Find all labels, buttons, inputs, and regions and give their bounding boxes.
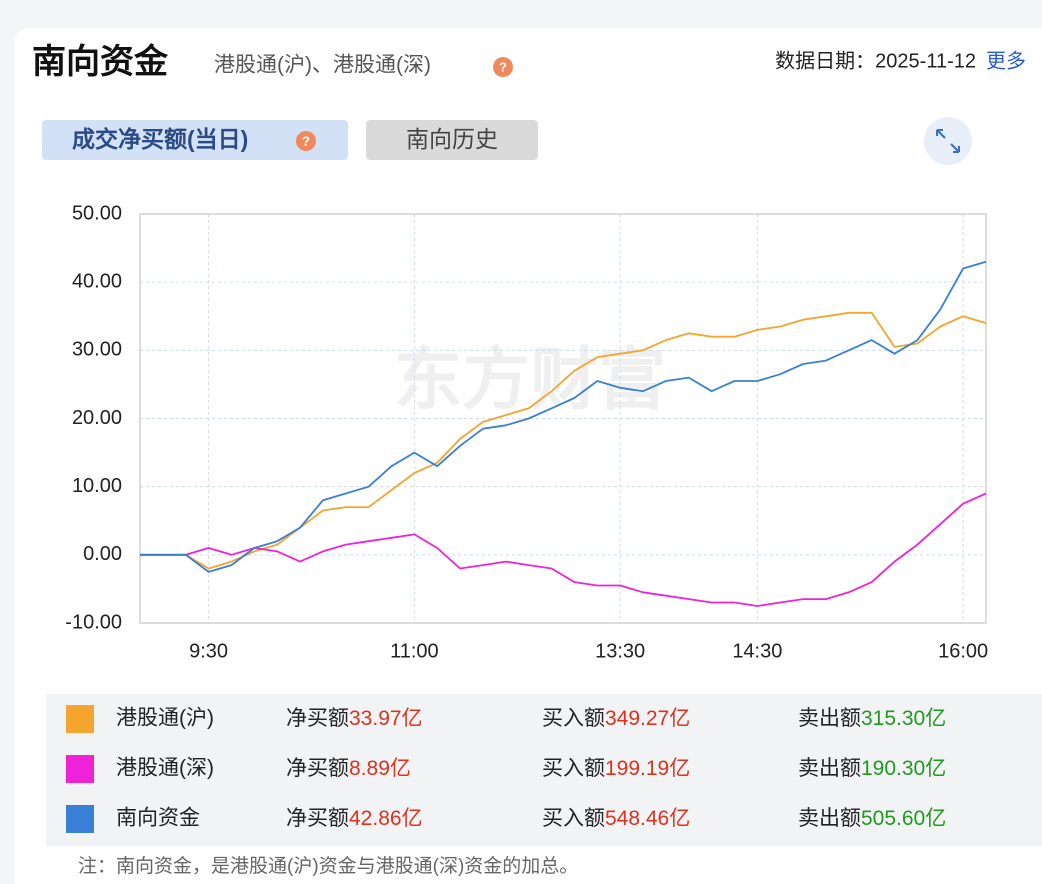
legend-swatch [66, 705, 94, 733]
summary-value: 548.46亿 [605, 807, 690, 830]
summary-cell: 卖出额315.30亿 [798, 707, 946, 730]
more-link[interactable]: 更多 [986, 49, 1026, 72]
series-line [140, 492, 987, 607]
help-icon[interactable] [493, 57, 513, 77]
tab-label: 南向历史 [406, 126, 498, 152]
summary-label: 买入额 [542, 707, 605, 730]
card [14, 28, 1042, 884]
legend-label: 港股通(深) [116, 757, 214, 780]
summary-label: 卖出额 [798, 757, 861, 780]
summary-cell: 买入额548.46亿 [542, 807, 690, 830]
help-icon-mark: ? [499, 59, 507, 74]
legend-swatch [66, 755, 94, 783]
tab[interactable] [366, 120, 538, 160]
summary-cell: 净买额33.97亿 [286, 707, 423, 730]
summary-cell: 净买额42.86亿 [286, 807, 423, 830]
summary-value: 190.30亿 [861, 757, 946, 780]
legend-label: 港股通(沪) [116, 707, 214, 730]
summary-label: 买入额 [542, 807, 605, 830]
summary-cell: 净买额8.89亿 [286, 757, 411, 780]
x-tick-label: 9:30 [189, 640, 228, 662]
x-tick-label: 13:30 [595, 640, 645, 662]
summary-cell: 卖出额505.60亿 [798, 807, 946, 830]
y-tick-label: 10.00 [72, 475, 122, 497]
tab-label: 成交净买额(当日) [72, 126, 248, 152]
x-tick-label: 11:00 [390, 640, 439, 662]
y-tick-label: 0.00 [83, 543, 122, 565]
y-tick-label: -10.00 [65, 611, 122, 633]
legend-label: 南向资金 [116, 807, 200, 830]
summary-cell: 买入额349.27亿 [542, 707, 690, 730]
summary-value: 42.86亿 [349, 807, 423, 830]
summary-cell: 卖出额190.30亿 [798, 757, 946, 780]
summary-label: 净买额 [286, 707, 349, 730]
summary-value: 8.89亿 [349, 757, 411, 780]
legend-swatch [66, 805, 94, 833]
watermark: 东方财富 [394, 342, 666, 418]
series-line [140, 260, 987, 573]
summary-cell: 买入额199.19亿 [542, 757, 690, 780]
y-tick-label: 30.00 [72, 339, 122, 361]
tab-active[interactable] [42, 120, 348, 160]
plot-border [139, 213, 987, 624]
summary-value: 315.30亿 [861, 707, 946, 730]
summary-value: 349.27亿 [605, 707, 690, 730]
summary-value: 199.19亿 [605, 757, 690, 780]
x-tick-label: 14:30 [732, 640, 782, 662]
y-tick-label: 50.00 [72, 202, 122, 224]
summary-value: 505.60亿 [861, 807, 946, 830]
legend-table [46, 694, 1042, 846]
series-line [140, 311, 987, 570]
x-tick-label: 16:00 [938, 640, 988, 662]
expand-icon [936, 129, 960, 153]
subtitle: 港股通(沪)、港股通(深) [214, 54, 431, 77]
summary-label: 卖出额 [798, 807, 861, 830]
summary-label: 卖出额 [798, 707, 861, 730]
summary-label: 净买额 [286, 757, 349, 780]
summary-value: 33.97亿 [349, 707, 423, 730]
summary-label: 买入额 [542, 757, 605, 780]
y-tick-label: 20.00 [72, 407, 122, 429]
title: 南向资金 [32, 42, 169, 81]
summary-label: 净买额 [286, 807, 349, 830]
y-tick-label: 40.00 [72, 270, 122, 292]
data-date: 数据日期：2025-11-12 [775, 49, 976, 72]
note: 注：南向资金，是港股通(沪)资金与港股通(深)资金的加总。 [78, 855, 578, 877]
expand-button[interactable] [924, 117, 972, 165]
help-icon[interactable] [296, 131, 316, 151]
help-icon-mark: ? [302, 133, 310, 148]
